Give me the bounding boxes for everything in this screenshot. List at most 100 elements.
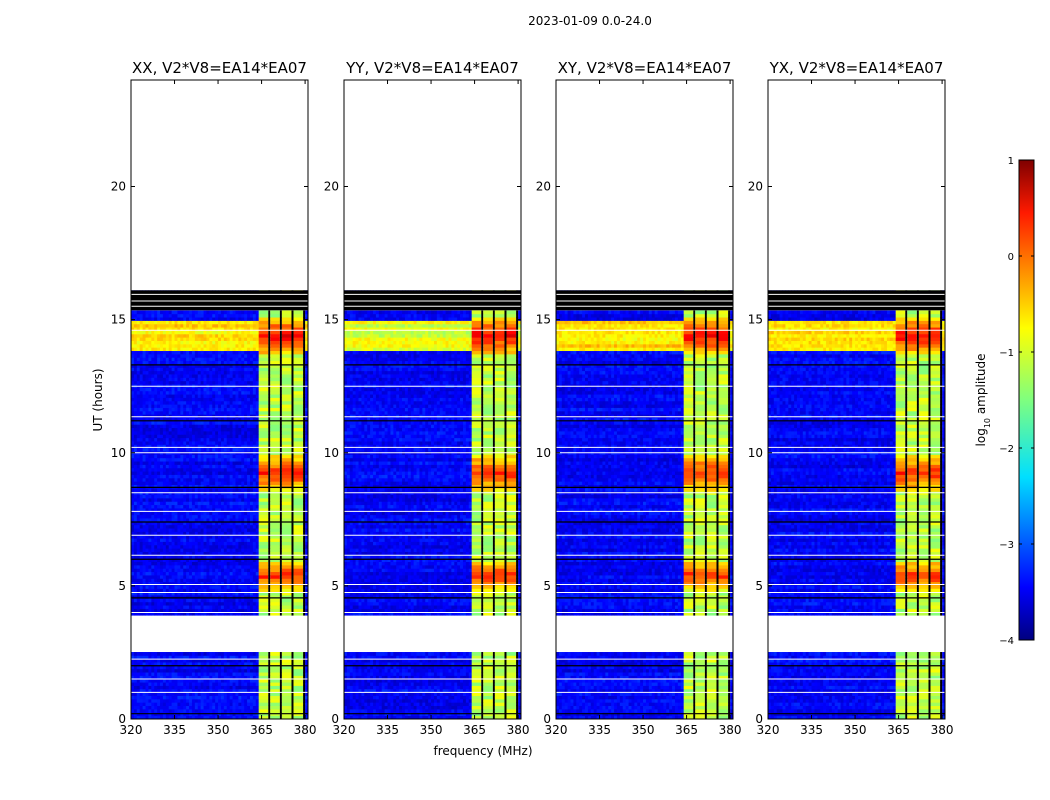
band-cell [270,652,280,656]
band-cell [270,702,280,706]
heat-cell [224,682,227,686]
heat-cell [201,578,204,582]
heat-cell [253,605,256,609]
heat-cell [134,572,137,576]
heat-cell [192,565,195,569]
channel-gap [280,605,282,609]
heat-cell [154,655,157,659]
band-cell [259,565,269,569]
heat-cell [238,655,241,659]
channel-gap [291,585,293,589]
heat-cell [244,605,247,609]
heat-cell [227,669,230,673]
channel-gap [303,568,305,572]
heat-cell [233,686,236,690]
heat-cell [256,602,259,606]
heat-cell [137,608,140,612]
heat-cell [177,682,180,686]
channel-gap [303,682,305,686]
heat-cell [154,669,157,673]
heat-cell [189,699,192,703]
heat-cell [224,706,227,710]
heat-cell [253,562,256,566]
heat-cell [180,598,183,602]
heat-cell [175,602,178,606]
heat-cell [151,669,154,673]
band-cell [282,608,292,612]
heat-cell [241,588,244,592]
channel-gap [291,598,293,602]
heat-cell [253,699,256,703]
heat-cell [183,682,186,686]
heat-cell [201,682,204,686]
heat-cell [160,608,163,612]
heat-cell [212,585,215,589]
heat-cell [201,699,204,703]
heat-cell [253,652,256,656]
heat-cell [140,575,143,579]
heat-cell [163,699,166,703]
heat-cell [218,588,221,592]
heat-cell [206,575,209,579]
heat-cell [163,702,166,706]
band-cell [270,699,280,703]
heat-cell [235,605,238,609]
heat-cell [140,669,143,673]
heat-cell [148,572,151,576]
band-cell [293,669,303,673]
heat-cell [224,578,227,582]
heat-cell [183,585,186,589]
heat-cell [230,709,233,713]
channel-gap [268,575,270,579]
band-cell [259,652,269,656]
band-cell [259,562,269,566]
heat-cell [189,672,192,676]
heat-cell [180,655,183,659]
channel-gap [303,655,305,659]
heat-cell [256,588,259,592]
heat-cell [253,608,256,612]
heat-cell [140,578,143,582]
channel-gap [291,696,293,700]
heat-cell [146,568,149,572]
figure: 2023-01-09 0.0-24.0 XX, V2*V8=EA14*EA07 3… [0,0,1050,800]
heat-cell [206,598,209,602]
channel-gap [291,709,293,713]
heat-cell [256,669,259,673]
heat-cell [250,669,253,673]
heat-cell [180,706,183,710]
heat-cell [180,565,183,569]
channel-gap [268,655,270,659]
heat-cell [180,578,183,582]
heat-cell [227,608,230,612]
heat-cell [169,568,172,572]
heat-cell [233,578,236,582]
heat-cell [218,672,221,676]
heat-cell [172,585,175,589]
channel-gap [268,568,270,572]
heat-cell [221,562,224,566]
heat-cell [215,605,218,609]
heat-cell [177,598,180,602]
heat-cell [244,672,247,676]
heat-cell [230,572,233,576]
heat-cell [140,682,143,686]
heat-cell [250,702,253,706]
heat-cell [233,672,236,676]
heat-cell [175,702,178,706]
heat-cell [195,696,198,700]
heat-cell [186,588,189,592]
heat-cell [151,672,154,676]
heat-cell [230,605,233,609]
heat-cell [151,652,154,656]
heat-cell [134,702,137,706]
band-cell [282,575,292,579]
heat-cell [175,598,178,602]
heat-cell [154,602,157,606]
heat-cell [160,672,163,676]
band-cell [259,568,269,572]
heat-cell [227,682,230,686]
heat-cell [201,575,204,579]
heat-cell [209,568,212,572]
heat-cell [186,686,189,690]
